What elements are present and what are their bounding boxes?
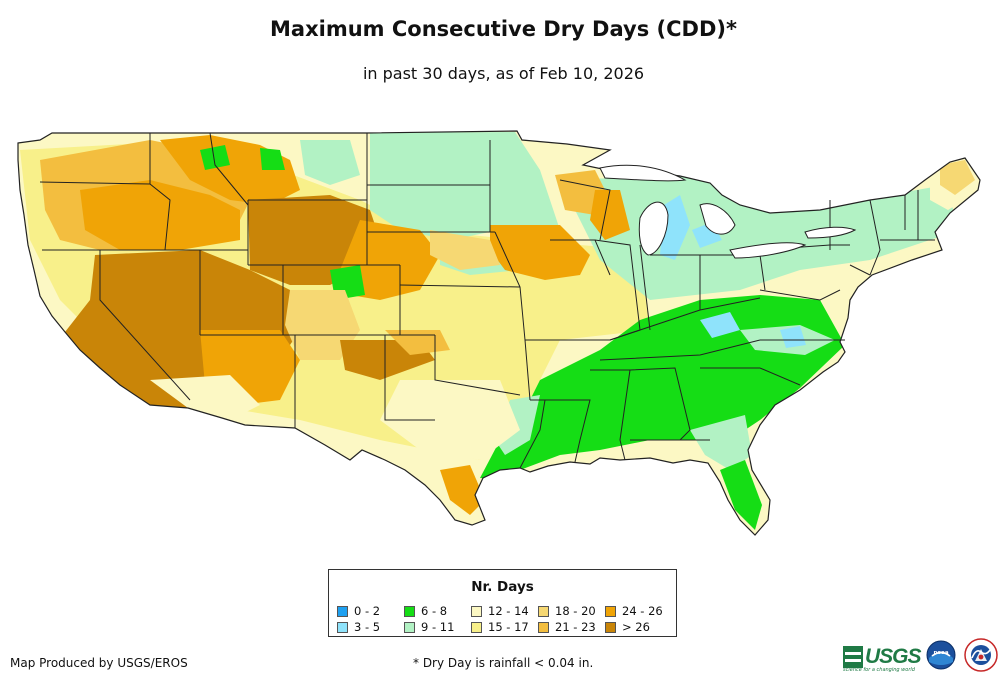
legend-item: 18 - 20: [538, 603, 605, 619]
legend-label: 0 - 2: [354, 604, 381, 618]
nws-logo-icon: [964, 638, 998, 672]
legend-grid: 0 - 2 3 - 5 6 - 8 9 - 11 12 - 14 15 - 17…: [337, 603, 672, 635]
legend-swatch: [404, 605, 415, 617]
legend-item: 3 - 5: [337, 619, 404, 635]
usgs-tagline: science for a changing world: [843, 667, 915, 673]
legend-swatch: [538, 605, 549, 617]
cdd-map: [17, 130, 981, 536]
state-borders: [17, 130, 981, 536]
legend-label: 6 - 8: [421, 604, 448, 618]
legend-item: 24 - 26: [605, 603, 672, 619]
usgs-mark-icon: [843, 646, 863, 668]
legend-label: 9 - 11: [421, 620, 455, 634]
legend-label: > 26: [622, 620, 650, 634]
legend-label: 24 - 26: [622, 604, 663, 618]
dry-day-footnote: * Dry Day is rainfall < 0.04 in.: [413, 656, 594, 670]
water-bodies: [599, 164, 857, 259]
legend-swatch: [605, 605, 616, 617]
map-title: Maximum Consecutive Dry Days (CDD)*: [270, 17, 737, 41]
legend-item: 12 - 14: [471, 603, 538, 619]
legend-swatch: [538, 621, 549, 633]
legend-item: > 26: [605, 619, 672, 635]
legend-swatch: [404, 621, 415, 633]
legend-item: 21 - 23: [538, 619, 605, 635]
usgs-wordmark: USGS: [865, 645, 922, 668]
legend-swatch: [471, 621, 482, 633]
usgs-logo: USGS: [843, 643, 922, 671]
legend-title: Nr. Days: [471, 579, 534, 595]
legend-item: 0 - 2: [337, 603, 404, 619]
noaa-logo-text: noaa: [933, 650, 948, 656]
legend-swatch: [471, 605, 482, 617]
legend-label: 12 - 14: [488, 604, 529, 618]
noaa-logo-icon: noaa: [926, 640, 956, 670]
legend-item: 15 - 17: [471, 619, 538, 635]
legend-swatch: [605, 621, 616, 633]
legend: Nr. Days 0 - 2 3 - 5 6 - 8 9 - 11 12 - 1…: [328, 569, 677, 637]
legend-label: 3 - 5: [354, 620, 381, 634]
legend-item: 9 - 11: [404, 619, 471, 635]
legend-label: 18 - 20: [555, 604, 596, 618]
producer-credit: Map Produced by USGS/EROS: [10, 656, 188, 670]
legend-swatch: [337, 621, 348, 633]
legend-label: 15 - 17: [488, 620, 529, 634]
legend-item: 6 - 8: [404, 603, 471, 619]
map-subtitle: in past 30 days, as of Feb 10, 2026: [362, 64, 645, 83]
legend-label: 21 - 23: [555, 620, 596, 634]
legend-swatch: [337, 605, 348, 617]
